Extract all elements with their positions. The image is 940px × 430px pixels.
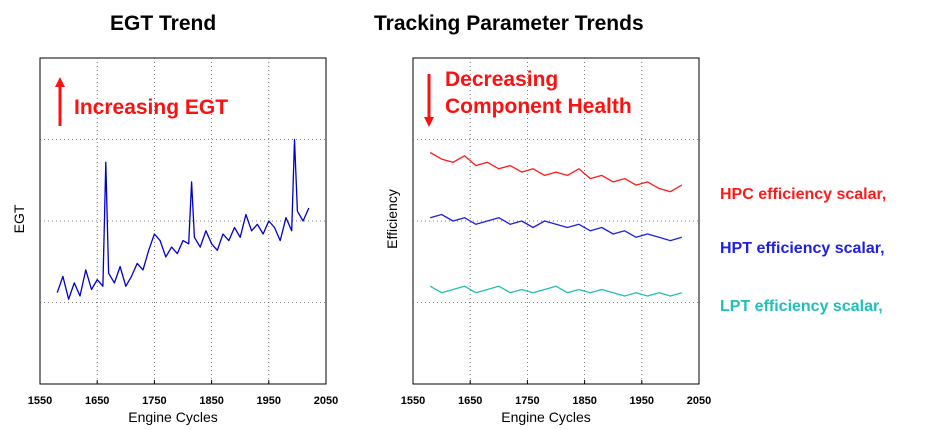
eff-y-axis-label: Efficiency (384, 189, 400, 249)
egt-x-tick-label: 1850 (199, 395, 223, 407)
egt-series-line-0 (56, 138, 310, 300)
egt-x-tick-label: 1550 (28, 395, 52, 407)
legend-hpt-efficiency: HPT efficiency scalar, (720, 240, 885, 257)
egt-y-axis-label: EGT (11, 204, 27, 233)
eff-annotation-text-line: Decreasing (445, 68, 558, 91)
egt-x-tick-label: 1950 (257, 395, 281, 407)
eff-series-line-2 (429, 285, 682, 297)
eff-annotation-text-line: Component Health (445, 95, 632, 118)
egt-x-tick-label: 1750 (142, 395, 166, 407)
egt-x-tick-label: 1650 (85, 395, 109, 407)
egt-x-axis-label: Engine Cycles (128, 409, 218, 425)
legend-lpt-efficiency: LPT efficiency scalar, (720, 298, 883, 315)
tracking-chart-title: Tracking Parameter Trends (374, 12, 644, 35)
eff-x-tick-label: 1950 (630, 395, 654, 407)
egt-annotation-text: Increasing EGT (74, 96, 228, 119)
egt-chart-title: EGT Trend (110, 12, 217, 35)
egt-x-tick-label: 2050 (314, 395, 338, 407)
eff-x-tick-label: 1650 (458, 395, 482, 407)
eff-x-tick-label: 2050 (687, 395, 711, 407)
eff-x-tick-label: 1750 (515, 395, 539, 407)
eff-series-line-0 (429, 151, 683, 193)
eff-series-line-1 (430, 213, 682, 242)
eff-x-axis-label: Engine Cycles (501, 409, 591, 425)
legend-hpc-efficiency: HPC efficiency scalar, (720, 186, 887, 203)
eff-x-tick-label: 1850 (572, 395, 596, 407)
eff-x-tick-label: 1550 (401, 395, 425, 407)
